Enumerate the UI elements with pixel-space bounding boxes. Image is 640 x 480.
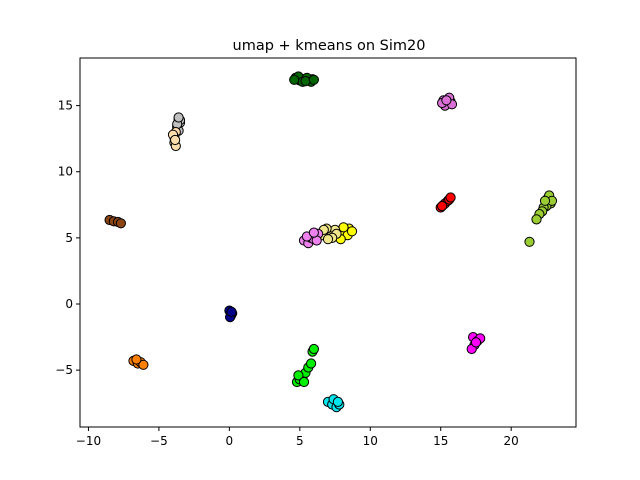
x-tick-label: 0	[226, 434, 234, 448]
y-tick-label: 15	[58, 99, 73, 113]
x-axis: −10 −5 0 5 10 15 20	[76, 427, 519, 448]
data-point-cluster-14	[293, 370, 304, 381]
data-point-cluster-1	[289, 74, 300, 85]
data-point-cluster-14	[306, 358, 317, 369]
data-point-cluster-13	[131, 354, 142, 365]
data-point-cluster-15	[332, 396, 343, 407]
data-point-cluster-1	[308, 74, 319, 85]
data-point-cluster-11	[226, 306, 237, 317]
data-point-cluster-1	[300, 76, 311, 87]
y-tick-label: 0	[65, 297, 73, 311]
data-point-cluster-6	[524, 236, 535, 247]
x-tick-label: 20	[504, 434, 519, 448]
data-point-cluster-2	[173, 112, 184, 123]
data-point-cluster-8	[322, 234, 334, 245]
data-point-cluster-10	[115, 218, 127, 229]
x-tick-label: 15	[433, 434, 448, 448]
y-tick-label: −5	[55, 363, 73, 377]
data-point-cluster-9	[308, 227, 319, 238]
plot-frame	[79, 57, 577, 428]
data-point-cluster-7	[346, 226, 358, 237]
chart-title: umap + kmeans on Sim20	[233, 38, 426, 54]
data-point-cluster-4	[441, 95, 452, 106]
y-tick-label: 5	[65, 231, 73, 245]
x-tick-label: −5	[150, 434, 168, 448]
data-point-cluster-12	[470, 337, 482, 348]
data-point-cluster-14	[308, 343, 319, 355]
x-tick-label: −10	[76, 434, 101, 448]
data-point-cluster-5	[445, 192, 456, 203]
data-point-cluster-14	[298, 376, 310, 388]
data-point-cluster-5	[437, 201, 448, 212]
x-tick-label: 10	[363, 434, 378, 448]
y-tick-label: 10	[58, 165, 73, 179]
data-point-cluster-13	[138, 359, 149, 370]
data-point-cluster-3	[170, 134, 181, 146]
data-point-cluster-6	[539, 195, 551, 206]
data-point-cluster-6	[531, 214, 542, 225]
y-axis: −5 0 5 10 15	[55, 99, 80, 377]
x-tick-label: 5	[296, 434, 304, 448]
points-layer	[104, 71, 558, 413]
